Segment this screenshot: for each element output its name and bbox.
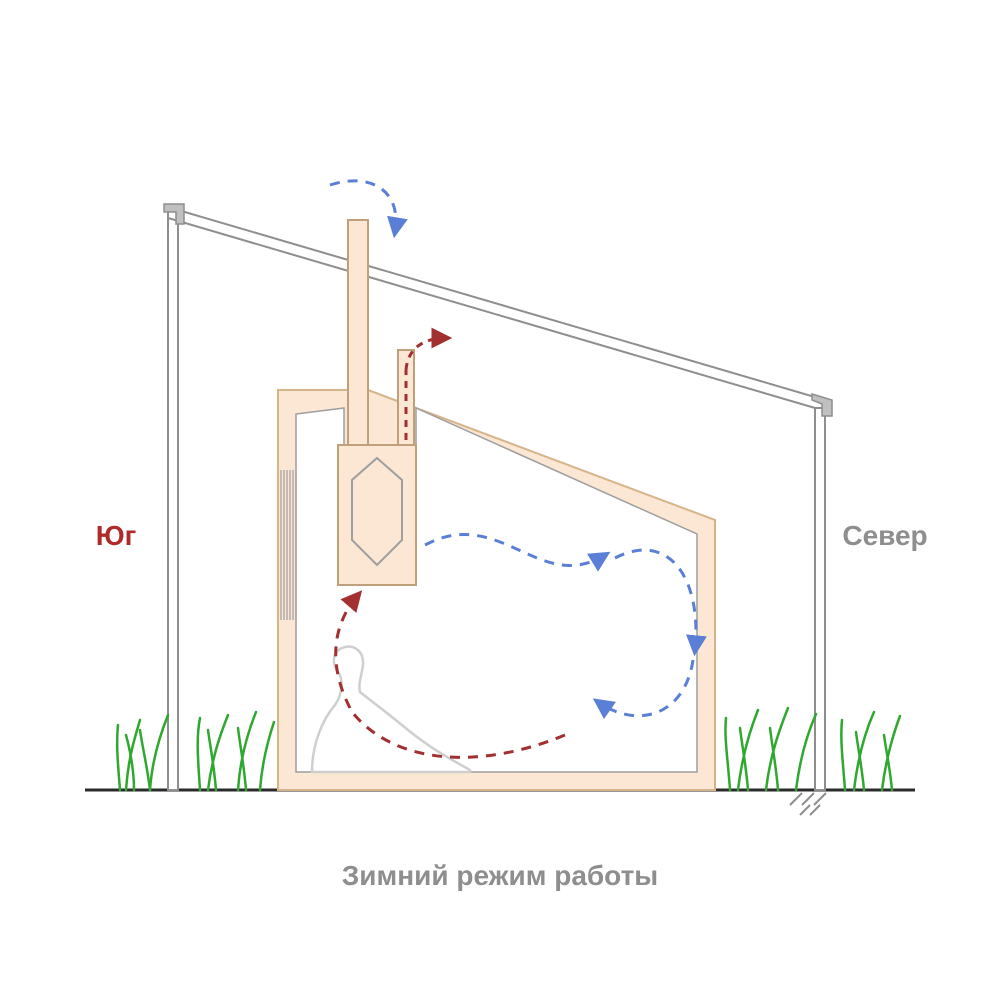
ground-hatch: [790, 793, 826, 815]
stove: [338, 445, 416, 585]
caption: Зимний режим работы: [342, 860, 658, 891]
diagram-canvas: Юг Север Зимний режим работы: [0, 0, 1000, 1000]
label-north: Север: [842, 520, 927, 551]
label-south: Юг: [96, 520, 137, 551]
